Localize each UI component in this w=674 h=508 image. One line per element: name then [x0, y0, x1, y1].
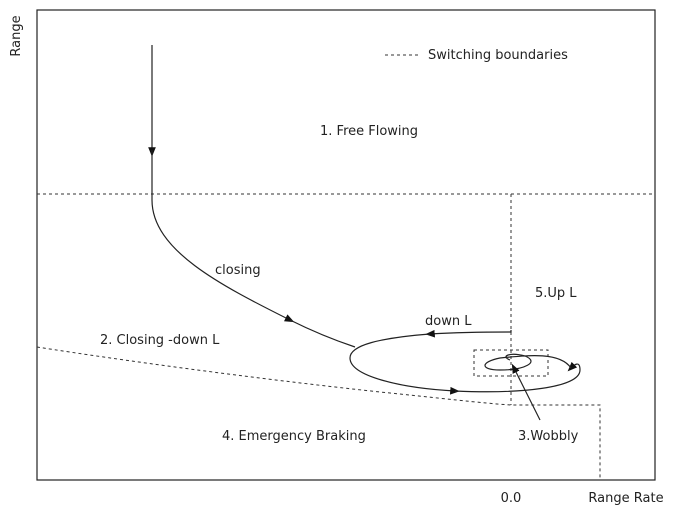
- trajectory: [484, 353, 572, 371]
- trajectory: [454, 361, 581, 393]
- y-axis-label: Range: [9, 15, 24, 56]
- wobbly-box: [473, 349, 549, 377]
- region-label: 3.Wobbly: [518, 429, 579, 444]
- trajectory: [425, 329, 512, 338]
- trajectory-label: closing: [215, 263, 261, 278]
- pointer-arrow: [511, 363, 541, 421]
- region-label: 5.Up L: [535, 286, 577, 301]
- trajectory-label: down L: [425, 314, 472, 329]
- trajectory: [151, 150, 295, 323]
- region-label: 4. Emergency Braking: [222, 429, 366, 444]
- origin-label: 0.0: [501, 491, 522, 506]
- x-axis-label: Range Rate: [588, 491, 663, 506]
- legend-label: Switching boundaries: [428, 48, 568, 63]
- region-label: 1. Free Flowing: [320, 124, 418, 139]
- boundary: [36, 346, 601, 480]
- plot-frame: [36, 9, 656, 481]
- trajectory: [349, 333, 460, 395]
- trajectory: [289, 319, 356, 348]
- region-label: 2. Closing -down L: [100, 333, 220, 348]
